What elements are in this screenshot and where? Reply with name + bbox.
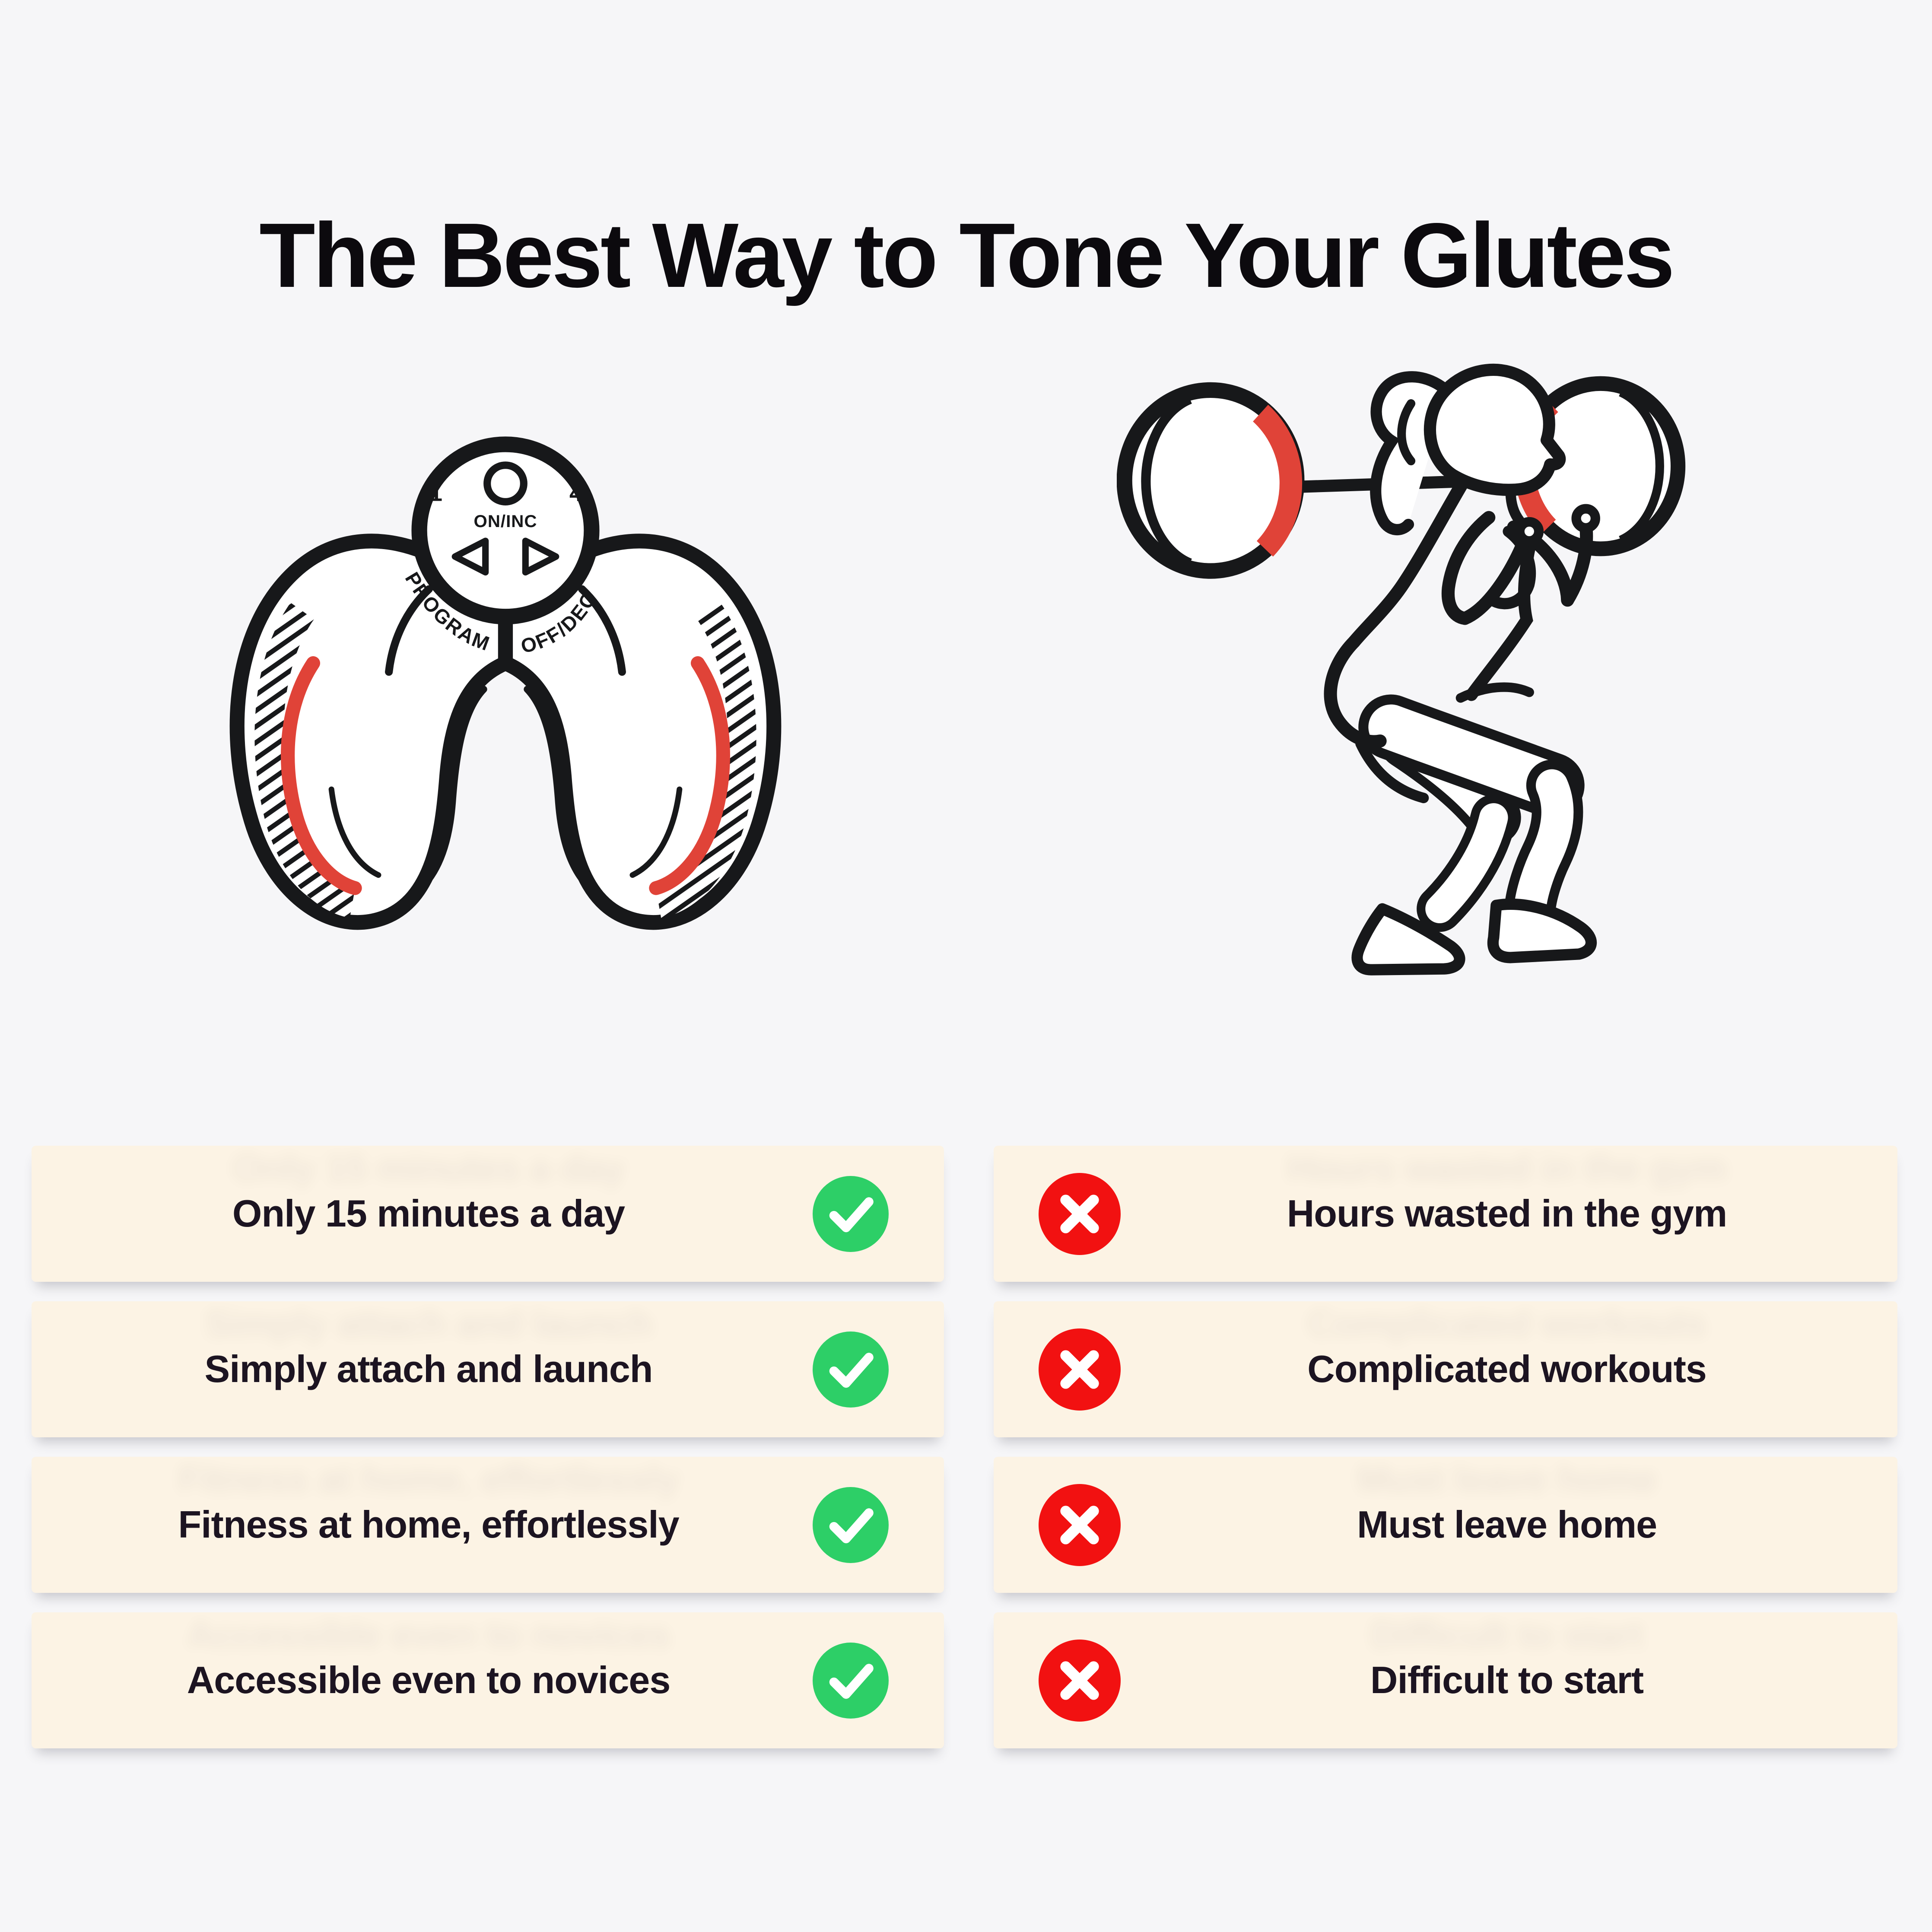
cross-icon xyxy=(1039,1328,1121,1411)
device-red-stripes xyxy=(281,656,730,895)
barbell-plate-left xyxy=(1117,382,1305,579)
shoes xyxy=(1351,898,1597,976)
ghost-text: Fitness at home, effortlessly xyxy=(178,1458,679,1501)
arrow-left-icon xyxy=(451,537,489,576)
ghost-text: Simply attach and launch xyxy=(204,1302,653,1345)
con-card-3-label: Must leave home xyxy=(1357,1503,1657,1546)
hip-trainer-illustration: 1 4 ON/INC PROGRAM OFF/DEC xyxy=(197,382,814,940)
pro-card-2-label-wrap: Simply attach and launch Simply attach a… xyxy=(62,1303,795,1391)
con-card-4: Difficult to start Difficult to start xyxy=(994,1612,1897,1748)
cross-icon xyxy=(1039,1639,1121,1722)
pro-card-1-label-wrap: Only 15 minutes a day Only 15 minutes a … xyxy=(62,1147,795,1235)
pro-card-4-label: Accessible even to novices xyxy=(187,1659,671,1702)
arrow-right-icon xyxy=(522,537,559,576)
con-card-1-label: Hours wasted in the gym xyxy=(1287,1192,1728,1235)
ghost-text: Hours wasted in the gym xyxy=(1287,1147,1728,1190)
ghost-text: Must leave home xyxy=(1357,1458,1657,1501)
program-count-min: 1 xyxy=(429,480,442,506)
ghost-text: Difficult to start xyxy=(1370,1613,1644,1656)
pro-card-3: Fitness at home, effortlessly Fitness at… xyxy=(32,1457,944,1593)
check-icon xyxy=(813,1176,889,1252)
check-icon xyxy=(813,1642,889,1719)
device-hatch-pads xyxy=(254,603,756,918)
pro-card-2: Simply attach and launch Simply attach a… xyxy=(32,1301,944,1437)
con-card-2: Complicated workouts Complicated workout… xyxy=(994,1301,1897,1437)
cross-icon xyxy=(1039,1173,1121,1255)
legs xyxy=(1358,694,1585,933)
pro-card-3-label-wrap: Fitness at home, effortlessly Fitness at… xyxy=(62,1458,795,1546)
ghost-text: Accessible even to novices xyxy=(187,1613,671,1656)
con-card-3: Must leave home Must leave home xyxy=(994,1457,1897,1593)
page-title: The Best Way to Tone Your Glutes xyxy=(259,204,1675,307)
pro-card-2-label: Simply attach and launch xyxy=(204,1347,653,1391)
program-count-max: 4 xyxy=(569,480,582,506)
torso xyxy=(1324,476,1538,804)
ghost-text: Only 15 minutes a day xyxy=(232,1147,625,1190)
check-icon xyxy=(813,1487,889,1563)
con-card-1-label-wrap: Hours wasted in the gym Hours wasted in … xyxy=(1147,1147,1867,1235)
device-control-panel xyxy=(411,436,600,625)
barbell-plate-right xyxy=(1514,376,1686,556)
pro-card-4: Accessible even to novices Accessible ev… xyxy=(32,1612,944,1748)
check-icon xyxy=(813,1331,889,1408)
con-card-1: Hours wasted in the gym Hours wasted in … xyxy=(994,1146,1897,1282)
pro-card-1-label: Only 15 minutes a day xyxy=(232,1192,625,1235)
panel-arrow-icons xyxy=(451,537,559,576)
hip-trainer-svg: 1 4 ON/INC PROGRAM OFF/DEC xyxy=(229,436,782,930)
power-button-icon xyxy=(483,461,527,505)
hands xyxy=(1515,504,1600,546)
pro-card-1: Only 15 minutes a day Only 15 minutes a … xyxy=(32,1146,944,1282)
con-card-2-label-wrap: Complicated workouts Complicated workout… xyxy=(1147,1303,1867,1391)
pro-card-3-label: Fitness at home, effortlessly xyxy=(178,1503,679,1546)
cross-icon xyxy=(1039,1484,1121,1566)
head xyxy=(1424,363,1566,496)
con-card-4-label-wrap: Difficult to start Difficult to start xyxy=(1147,1614,1867,1702)
on-inc-label: ON/INC xyxy=(474,512,537,531)
device-inner-lines xyxy=(328,585,683,903)
con-card-2-label: Complicated workouts xyxy=(1307,1347,1707,1391)
device-panel-labels: 1 4 ON/INC xyxy=(429,480,583,531)
con-card-3-label-wrap: Must leave home Must leave home xyxy=(1147,1458,1867,1546)
squat-svg xyxy=(1117,363,1686,976)
con-card-4-label: Difficult to start xyxy=(1370,1659,1644,1702)
squat-illustration xyxy=(1117,330,1700,991)
ghost-text: Complicated workouts xyxy=(1307,1302,1707,1345)
pro-card-4-label-wrap: Accessible even to novices Accessible ev… xyxy=(62,1614,795,1702)
